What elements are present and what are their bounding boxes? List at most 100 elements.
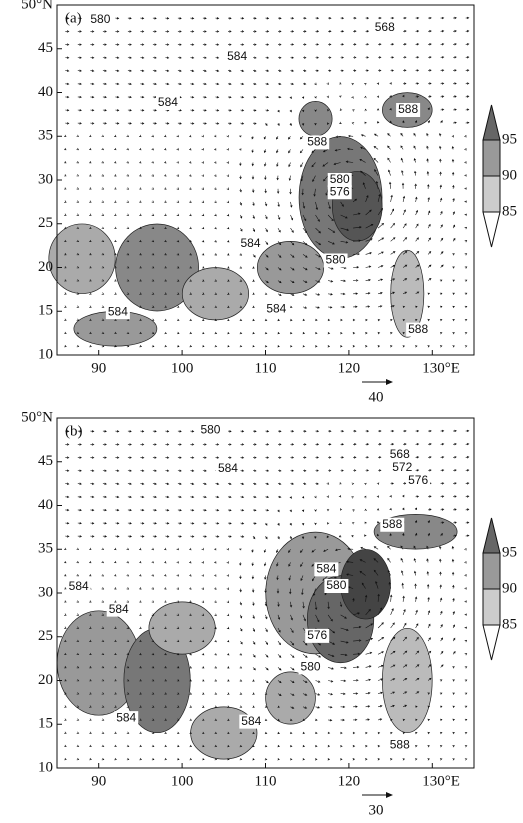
contour-label: 584 xyxy=(69,579,89,593)
contour-label-box xyxy=(106,602,131,617)
wind-vectors xyxy=(63,429,470,761)
colorbar-low xyxy=(482,624,501,661)
colorbar-high xyxy=(482,104,501,141)
colorbar-tick-label: 90 xyxy=(502,167,517,183)
x-tick-label: 110 xyxy=(255,773,277,789)
contour-label-box xyxy=(66,579,91,594)
contour-label: 580 xyxy=(301,660,321,674)
x-tick-label: 100 xyxy=(171,773,194,789)
contour-label: 576 xyxy=(330,184,350,198)
shading xyxy=(265,671,316,725)
contour-label: 584 xyxy=(266,302,286,316)
contour-label: 580 xyxy=(330,172,350,186)
reference-vector-label: 30 xyxy=(369,802,384,818)
panel-label: (a) xyxy=(65,10,82,26)
contour-label: 588 xyxy=(390,737,410,751)
contour-label-box xyxy=(380,517,405,532)
y-tick-label: 35 xyxy=(38,128,53,144)
colorbar-tick-label: 95 xyxy=(502,131,517,147)
colorbar-mid-high xyxy=(482,139,501,177)
y-tick-label: 40 xyxy=(38,84,53,100)
colorbar-high xyxy=(482,517,501,554)
colorbar-tick-label: 85 xyxy=(502,616,517,632)
reference-arrowhead xyxy=(386,792,393,798)
contour-label: 584 xyxy=(227,49,247,63)
colorbar-mid-low xyxy=(482,588,501,626)
contour-label: 584 xyxy=(218,461,238,475)
contour-label-box xyxy=(327,173,352,187)
contour-label-box xyxy=(387,738,412,753)
contour-label-box xyxy=(114,711,139,726)
contour-label: 572 xyxy=(392,460,412,474)
y-tick-label: 10 xyxy=(38,759,53,775)
contour-label-box xyxy=(305,135,330,150)
contour-label: 588 xyxy=(307,135,327,149)
contour-label-box xyxy=(215,461,240,476)
contour-label-box xyxy=(396,103,421,117)
contour-label: 584 xyxy=(108,304,128,318)
contour-label: 580 xyxy=(90,12,110,26)
y-tick-label: 40 xyxy=(38,497,53,513)
y-tick-label: 25 xyxy=(38,628,53,644)
x-tick-label: 110 xyxy=(255,360,277,376)
y-tick-label: 30 xyxy=(38,171,53,187)
x-tick-label: 120 xyxy=(338,360,361,376)
map-panel: (b) 90 100 110 120 130°E 10 15 20 25 30 35 40 45 50°N 5… xyxy=(21,409,517,818)
x-tick-label: 90 xyxy=(91,773,106,789)
x-tick-label: 120 xyxy=(338,773,361,789)
contour-label-box xyxy=(264,302,289,317)
map-panel: (a) 90 100 110 120 130°E 10 15 20 25 30 35 40 45 50°N 5… xyxy=(21,0,517,405)
contour-label: 584 xyxy=(109,602,129,616)
y-tick-label: 15 xyxy=(38,716,53,732)
contour-label-box xyxy=(406,474,431,488)
y-tick-label: 50°N xyxy=(21,0,53,12)
colorbar-mid-low xyxy=(482,175,501,213)
wind-vectors xyxy=(63,16,470,348)
y-tick-label: 15 xyxy=(38,303,53,319)
contour-label-box xyxy=(298,660,323,675)
colorbar-tick-label: 95 xyxy=(502,544,517,560)
contour-label: 584 xyxy=(240,236,260,250)
contour-label-box xyxy=(238,236,263,251)
contour-label-box xyxy=(305,628,330,643)
y-tick-label: 20 xyxy=(38,672,53,688)
x-tick-label: 90 xyxy=(91,360,106,376)
contour-label-box xyxy=(406,322,431,337)
y-tick-label: 25 xyxy=(38,215,53,231)
y-tick-label: 45 xyxy=(38,453,53,469)
contour-label: 580 xyxy=(326,253,346,267)
x-tick-label: 130°E xyxy=(422,360,460,376)
panel-label: (b) xyxy=(65,423,83,439)
colorbar-low xyxy=(482,211,501,248)
reference-vector-label: 40 xyxy=(369,389,384,405)
y-tick-label: 10 xyxy=(38,346,53,362)
contour-label-box xyxy=(324,579,349,593)
contour-label-box xyxy=(387,447,412,462)
y-tick-label: 35 xyxy=(38,541,53,557)
contour-label-box xyxy=(105,305,130,320)
shading xyxy=(382,627,433,734)
contour-label-box xyxy=(372,20,397,35)
colorbar-mid-high xyxy=(482,552,501,590)
contour-label: 584 xyxy=(241,714,261,728)
y-tick-label: 20 xyxy=(38,259,53,275)
x-tick-label: 100 xyxy=(171,360,194,376)
contour-label-box xyxy=(323,253,348,268)
contour-label: 584 xyxy=(158,95,178,109)
contour-label-box xyxy=(390,460,415,475)
contour-label: 568 xyxy=(390,447,410,461)
x-tick-label: 130°E xyxy=(422,773,460,789)
contour-label-box xyxy=(155,96,180,110)
contour-label-box xyxy=(327,185,352,200)
contour-label: 584 xyxy=(116,710,136,724)
contour-label: 588 xyxy=(408,322,428,336)
contour-label-box xyxy=(314,562,339,577)
y-tick-label: 45 xyxy=(38,40,53,56)
contour-label: 568 xyxy=(375,20,395,34)
contour-label-box xyxy=(239,714,264,729)
shading xyxy=(48,223,116,294)
contour-label: 588 xyxy=(398,102,418,116)
contour-label: 576 xyxy=(408,473,428,487)
colorbar-tick-label: 90 xyxy=(502,580,517,596)
